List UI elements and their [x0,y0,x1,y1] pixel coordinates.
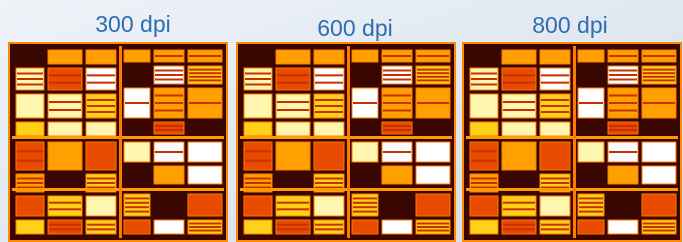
page: 300 dpi 600 dpi 800 dpi (() => { const d… [0,0,683,242]
panel-image [236,42,456,242]
panel-label: 600 dpi [317,15,392,41]
figure: 300 dpi 600 dpi 800 dpi [0,0,683,242]
panel-image [462,42,682,242]
panel-image [8,42,228,242]
panel-label: 300 dpi [95,11,170,37]
panel-label: 800 dpi [532,12,607,38]
